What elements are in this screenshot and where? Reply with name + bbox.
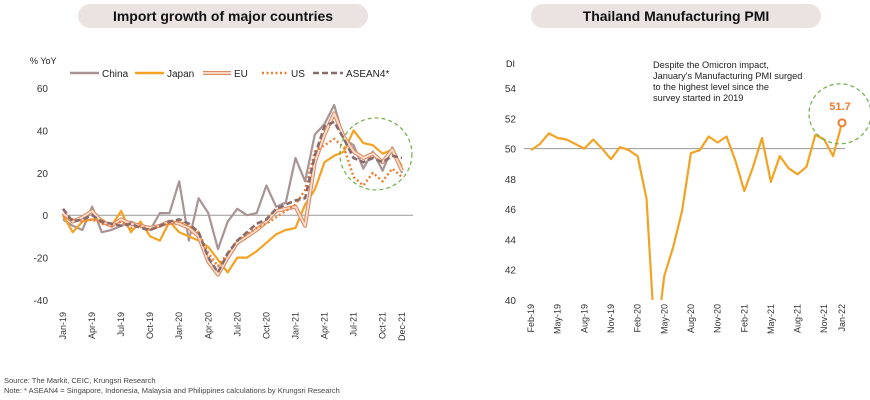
x-tick-label: Apr-21 bbox=[320, 312, 330, 339]
legend-label: ASEAN4* bbox=[346, 69, 389, 80]
legend: China Japan EU US ASEAN4* bbox=[70, 69, 389, 80]
x-tick-label: Aug-19 bbox=[579, 304, 589, 333]
x-tick-label: Jul-19 bbox=[116, 312, 126, 337]
legend-label: Japan bbox=[167, 69, 194, 80]
y-tick-label: 48 bbox=[505, 175, 517, 186]
y-tick-label: 54 bbox=[505, 84, 517, 95]
series-asean4-line bbox=[61, 120, 403, 274]
x-tick-label: Jul-20 bbox=[232, 312, 242, 337]
right-chart-title: Thailand Manufacturing PMI bbox=[531, 4, 821, 28]
x-tick-label: Dec-21 bbox=[397, 312, 407, 341]
x-tick-label: Feb-19 bbox=[526, 304, 536, 333]
x-tick-label: Jan-22 bbox=[837, 304, 847, 332]
x-tick-label: Feb-21 bbox=[739, 304, 749, 333]
y-tick-label: 46 bbox=[505, 205, 517, 216]
series-japan-line bbox=[62, 129, 403, 274]
x-tick-label: Oct-19 bbox=[145, 312, 155, 339]
x-tick-label: Feb-20 bbox=[633, 304, 643, 333]
pmi-line bbox=[530, 122, 844, 300]
annotation-line: January's Manufacturing PMI surged bbox=[653, 71, 802, 81]
series-eu-line bbox=[62, 112, 403, 276]
y-axis-label: % YoY bbox=[30, 56, 57, 66]
annotation-text: Despite the Omicron impact, January's Man… bbox=[653, 60, 802, 103]
pmi-chart: DI 54 52 50 48 46 44 42 40 Feb-19 May-19 Aug-19 Nov-… bbox=[505, 59, 870, 334]
y-tick-label: 40 bbox=[37, 126, 49, 137]
annotation-line: survey started in 2019 bbox=[653, 93, 743, 103]
x-tick-label: Nov-21 bbox=[819, 304, 829, 333]
series-china-line bbox=[62, 103, 404, 251]
y-tick-label: 40 bbox=[505, 296, 517, 307]
y-tick-label: 0 bbox=[42, 211, 48, 222]
latest-point-marker bbox=[837, 118, 847, 128]
highlight-circle bbox=[339, 117, 413, 191]
x-tick-label: Oct-20 bbox=[261, 312, 271, 339]
x-tick-label: May-20 bbox=[659, 304, 669, 334]
x-tick-label: Apr-20 bbox=[203, 312, 213, 339]
y-tick-label: -20 bbox=[34, 254, 49, 265]
y-tick-label: 42 bbox=[505, 266, 517, 277]
x-tick-label: May-19 bbox=[553, 304, 563, 334]
y-tick-label: 50 bbox=[505, 145, 517, 156]
x-tick-label: Nov-20 bbox=[713, 304, 723, 333]
x-tick-label: Aug-20 bbox=[686, 304, 696, 333]
annotation-line: Despite the Omicron impact, bbox=[653, 60, 769, 70]
x-tick-label: Jan-19 bbox=[58, 312, 68, 340]
annotation-line: to the highest level since the bbox=[653, 82, 769, 92]
y-tick-label: -40 bbox=[34, 296, 49, 307]
x-tick-label: Nov-19 bbox=[606, 304, 616, 333]
legend-label: US bbox=[291, 69, 305, 80]
y-tick-label: 60 bbox=[37, 84, 49, 95]
x-tick-label: Jan-21 bbox=[290, 312, 300, 340]
x-tick-label: May-21 bbox=[766, 304, 776, 334]
x-tick-label: Jul-21 bbox=[349, 312, 359, 337]
y-tick-label: 20 bbox=[37, 169, 49, 180]
x-tick-label: Jan-20 bbox=[174, 312, 184, 340]
y-tick-label: 52 bbox=[505, 114, 517, 125]
left-chart-title: Import growth of major countries bbox=[78, 4, 368, 28]
x-tick-label: Oct-21 bbox=[378, 312, 388, 339]
source-footnote: Source: The Markit, CEIC, Krungsri Resea… bbox=[4, 376, 156, 385]
legend-label: EU bbox=[234, 69, 248, 80]
x-tick-label: Aug-21 bbox=[793, 304, 803, 333]
legend-label: China bbox=[102, 69, 129, 80]
latest-value-label: 51.7 bbox=[829, 101, 850, 113]
import-growth-chart: % YoY 60 40 20 0 -20 -40 Jan-19 Apr-19 Jul-19 Oct-… bbox=[30, 56, 413, 341]
y-axis-label: DI bbox=[506, 59, 515, 69]
highlight-circle bbox=[808, 83, 870, 145]
x-tick-label: Apr-19 bbox=[87, 312, 97, 339]
y-tick-label: 44 bbox=[505, 235, 517, 246]
note-footnote: Note: * ASEAN4 = Singapore, Indonesia, M… bbox=[4, 386, 340, 395]
